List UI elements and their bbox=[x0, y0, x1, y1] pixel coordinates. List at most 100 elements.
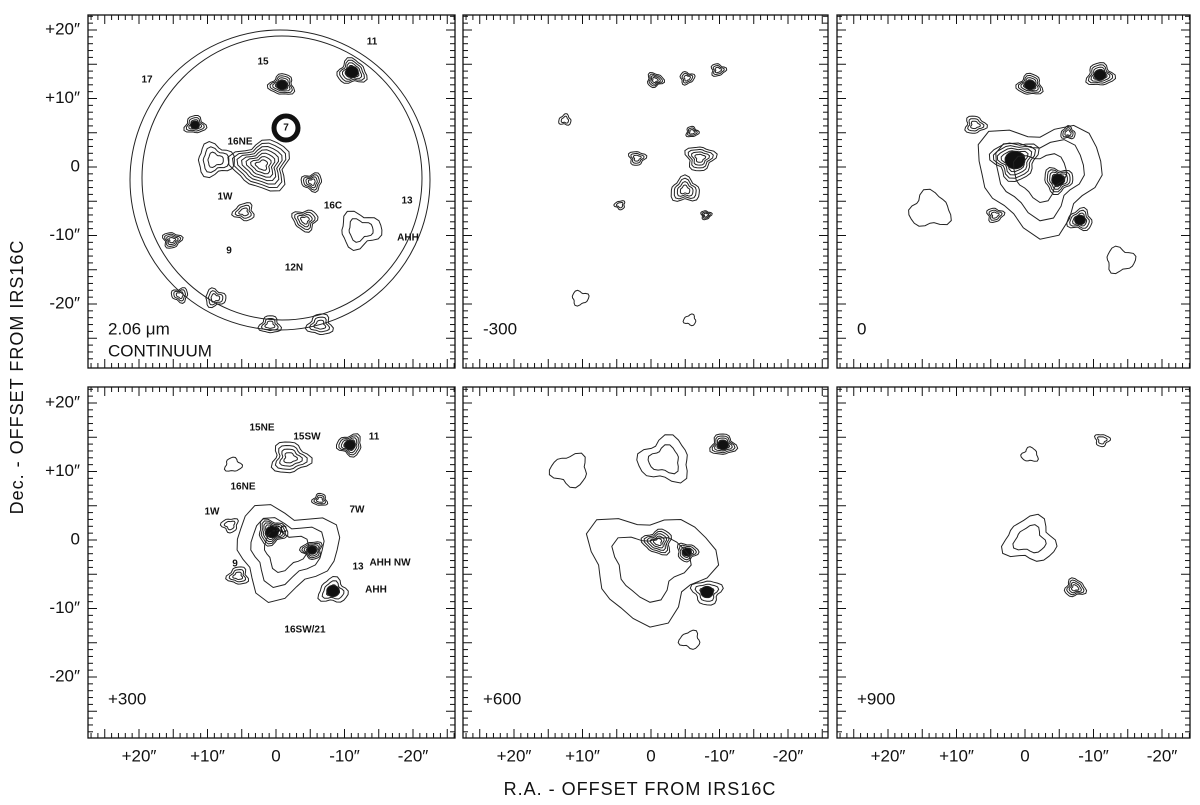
contour bbox=[1087, 64, 1114, 84]
contour bbox=[260, 318, 279, 332]
y-tick-label: -10″ bbox=[49, 598, 80, 617]
x-tick-label: +20″ bbox=[871, 746, 906, 765]
contour bbox=[300, 172, 323, 194]
contour bbox=[219, 518, 239, 534]
contour bbox=[691, 151, 711, 166]
contour bbox=[648, 73, 663, 87]
source-label: 15NE bbox=[249, 423, 274, 434]
contour bbox=[227, 139, 290, 192]
contour bbox=[166, 235, 179, 246]
contour bbox=[231, 202, 255, 222]
contour bbox=[1000, 513, 1058, 562]
y-tick-label: -20″ bbox=[49, 666, 80, 685]
y-tick-label: +10″ bbox=[45, 88, 80, 107]
contour bbox=[313, 319, 327, 330]
contour bbox=[162, 232, 184, 249]
contour bbox=[967, 118, 985, 132]
y-tick-label: -10″ bbox=[49, 225, 80, 244]
source-label: 1W bbox=[205, 507, 221, 518]
panel-label: -300 bbox=[483, 319, 517, 338]
contour bbox=[338, 435, 360, 456]
contour bbox=[627, 151, 648, 166]
contour bbox=[630, 152, 645, 164]
contour bbox=[647, 444, 679, 475]
contour-core bbox=[190, 120, 200, 130]
contour bbox=[1066, 579, 1085, 596]
contour bbox=[677, 629, 701, 650]
contour bbox=[643, 530, 670, 554]
source-label: AHH bbox=[397, 233, 419, 244]
contour bbox=[301, 542, 321, 559]
contour-core bbox=[717, 439, 729, 451]
contour bbox=[636, 434, 688, 484]
contour-core bbox=[1093, 69, 1107, 81]
contour bbox=[964, 115, 988, 134]
contour bbox=[225, 566, 250, 585]
contour bbox=[1093, 434, 1112, 448]
contour bbox=[1070, 584, 1080, 592]
source-label: 11 bbox=[367, 37, 378, 48]
contour bbox=[168, 236, 177, 244]
source-label: 16NE bbox=[227, 137, 252, 148]
contour bbox=[711, 435, 736, 454]
panel-label: CONTINUUM bbox=[108, 341, 212, 360]
contour bbox=[1068, 581, 1082, 594]
contour bbox=[1046, 169, 1071, 193]
contour bbox=[1012, 153, 1068, 204]
contour bbox=[1018, 74, 1042, 94]
source-label: 7W bbox=[350, 505, 366, 516]
contour bbox=[1085, 62, 1117, 86]
contour-core bbox=[700, 585, 714, 599]
contour bbox=[241, 149, 280, 182]
source-label: 16NE bbox=[230, 482, 255, 493]
source-label: 13 bbox=[352, 562, 364, 573]
contour bbox=[686, 127, 698, 136]
contour bbox=[164, 233, 182, 248]
contour bbox=[348, 218, 374, 243]
source-label: AHH NW bbox=[369, 558, 411, 569]
contour bbox=[1044, 166, 1074, 195]
contour bbox=[170, 287, 189, 304]
contour bbox=[1063, 577, 1088, 598]
source-label: 16SW/21 bbox=[284, 625, 326, 636]
contour bbox=[712, 64, 725, 76]
x-tick-label: +10″ bbox=[939, 746, 974, 765]
source-label: 7 bbox=[283, 123, 289, 134]
panel-frame bbox=[87, 14, 456, 369]
y-axis-title: Dec. - OFFSET FROM IRS16C bbox=[7, 240, 27, 515]
source-label: 11 bbox=[369, 432, 380, 443]
contour bbox=[710, 63, 728, 77]
contour bbox=[264, 320, 276, 329]
source-label: 1W bbox=[218, 192, 234, 203]
source-label: 16C bbox=[324, 201, 342, 212]
panel-label: 2.06 μm bbox=[108, 319, 170, 338]
contour bbox=[908, 188, 952, 227]
contour bbox=[205, 287, 227, 309]
x-tick-label: -10″ bbox=[329, 746, 360, 765]
contour bbox=[988, 142, 1040, 183]
contour bbox=[1072, 212, 1088, 227]
contour bbox=[700, 210, 713, 221]
source-label: AHH bbox=[365, 585, 387, 596]
contour bbox=[1015, 72, 1044, 95]
source-label: 9 bbox=[232, 559, 238, 570]
contour bbox=[977, 124, 1103, 240]
contour bbox=[673, 177, 697, 200]
source-label: 15 bbox=[257, 57, 269, 68]
contour bbox=[1020, 446, 1039, 462]
contour bbox=[336, 57, 368, 84]
x-tick-label: 0 bbox=[1020, 746, 1029, 765]
contour bbox=[682, 313, 697, 327]
contour bbox=[676, 542, 700, 563]
contour bbox=[183, 115, 208, 134]
contour bbox=[303, 544, 320, 557]
contour bbox=[245, 152, 276, 178]
source-7-ring bbox=[271, 113, 301, 143]
contour bbox=[1012, 524, 1047, 554]
contour bbox=[694, 153, 707, 163]
contour bbox=[986, 207, 1006, 224]
y-tick-label: +20″ bbox=[45, 392, 80, 411]
source-label: 12N bbox=[285, 263, 303, 274]
contour bbox=[1000, 150, 1029, 173]
panel-frame bbox=[836, 386, 1191, 739]
